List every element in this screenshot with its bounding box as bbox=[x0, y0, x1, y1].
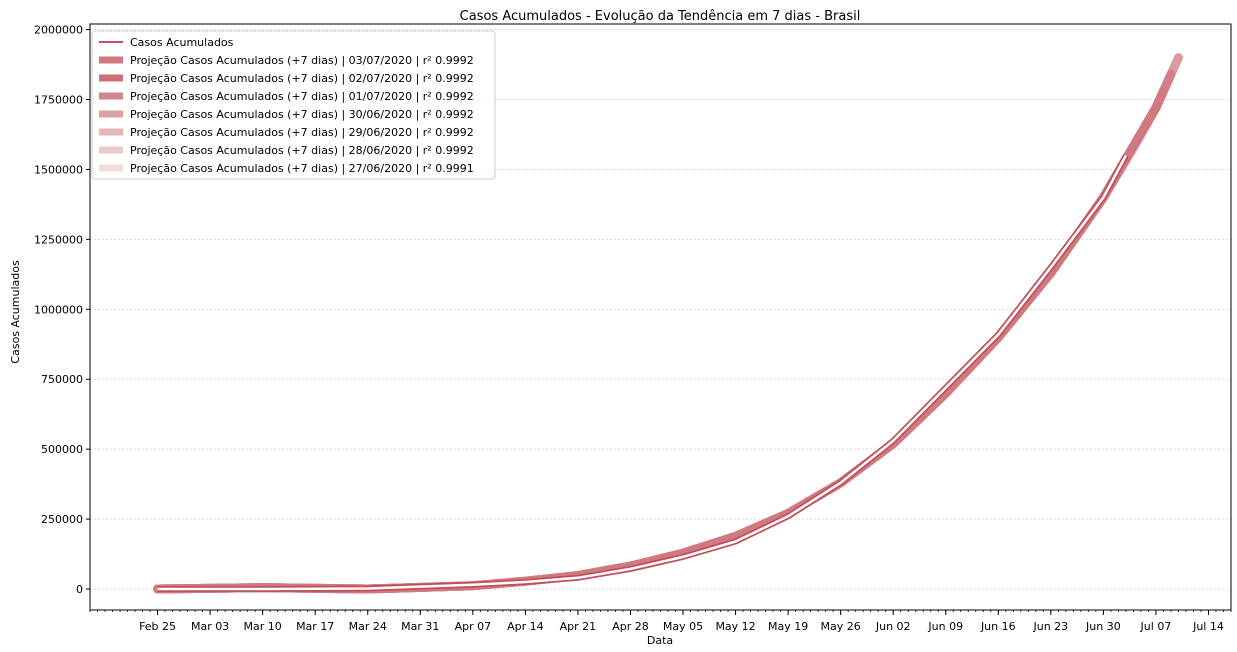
y-tick-label: 2000000 bbox=[34, 24, 83, 37]
legend-label: Casos Acumulados bbox=[130, 36, 234, 49]
legend-label: Projeção Casos Acumulados (+7 dias) | 02… bbox=[130, 72, 474, 85]
x-tick-label: Jun 09 bbox=[927, 620, 963, 633]
legend: Casos Acumulados Projeção Casos Acumulado… bbox=[91, 30, 496, 180]
x-tick-label: May 12 bbox=[715, 620, 755, 633]
x-tick-label: Apr 07 bbox=[455, 620, 492, 633]
x-tick-label: Mar 10 bbox=[244, 620, 282, 633]
y-tick-label: 1000000 bbox=[34, 303, 83, 316]
y-tick-label: 0 bbox=[76, 583, 83, 596]
x-tick-label: May 05 bbox=[663, 620, 703, 633]
plot-area bbox=[153, 53, 1183, 594]
cases-line-outline bbox=[157, 154, 1129, 592]
y-axis: 0 250000 500000 750000 1000000 1250000 1500000… bbox=[34, 24, 90, 596]
chart-title: Casos Acumulados - Evolução da Tendência… bbox=[460, 9, 861, 24]
legend-label: Projeção Casos Acumulados (+7 dias) | 30… bbox=[130, 108, 474, 121]
x-tick-label: Jun 23 bbox=[1032, 620, 1068, 633]
legend-frame bbox=[91, 30, 496, 180]
x-axis-label: Data bbox=[647, 634, 673, 647]
x-tick-label: Jun 30 bbox=[1085, 620, 1121, 633]
projection-line bbox=[153, 103, 1161, 594]
x-tick-label: Feb 25 bbox=[139, 620, 176, 633]
projection-line bbox=[153, 131, 1146, 594]
x-tick-label: May 26 bbox=[821, 620, 861, 633]
legend-label: Projeção Casos Acumulados (+7 dias) | 29… bbox=[130, 126, 474, 139]
cases-line bbox=[157, 154, 1128, 591]
legend-label: Projeção Casos Acumulados (+7 dias) | 03… bbox=[130, 54, 474, 67]
x-tick-label: Mar 03 bbox=[191, 620, 229, 633]
x-tick-label: Apr 21 bbox=[560, 620, 597, 633]
x-tick-label: Jun 02 bbox=[875, 620, 911, 633]
y-tick-label: 250000 bbox=[41, 513, 83, 526]
y-tick-label: 750000 bbox=[41, 373, 83, 386]
legend-label: Projeção Casos Acumulados (+7 dias) | 28… bbox=[130, 144, 474, 157]
x-tick-label: Apr 14 bbox=[507, 620, 544, 633]
y-tick-label: 1500000 bbox=[34, 163, 83, 176]
x-tick-label: Mar 17 bbox=[296, 620, 334, 633]
legend-label: Projeção Casos Acumulados (+7 dias) | 01… bbox=[130, 90, 474, 103]
x-axis: Feb 25 Mar 03 Mar 10 Mar 17 Mar 24 Mar 31 Apr … bbox=[89, 610, 1232, 633]
x-tick-label: Apr 28 bbox=[612, 620, 649, 633]
x-tick-label: Jul 07 bbox=[1140, 620, 1172, 633]
x-tick-label: Mar 24 bbox=[349, 620, 387, 633]
y-tick-label: 500000 bbox=[41, 443, 83, 456]
x-tick-label: Jun 16 bbox=[980, 620, 1016, 633]
legend-label: Projeção Casos Acumulados (+7 dias) | 27… bbox=[130, 162, 474, 175]
x-tick-label: May 19 bbox=[768, 620, 808, 633]
y-tick-label: 1250000 bbox=[34, 233, 83, 246]
y-tick-label: 1750000 bbox=[34, 94, 83, 107]
x-tick-label: Jul 14 bbox=[1192, 620, 1224, 633]
x-tick-label: Mar 31 bbox=[401, 620, 439, 633]
y-axis-label: Casos Acumulados bbox=[9, 260, 22, 364]
projection-line bbox=[153, 145, 1138, 594]
